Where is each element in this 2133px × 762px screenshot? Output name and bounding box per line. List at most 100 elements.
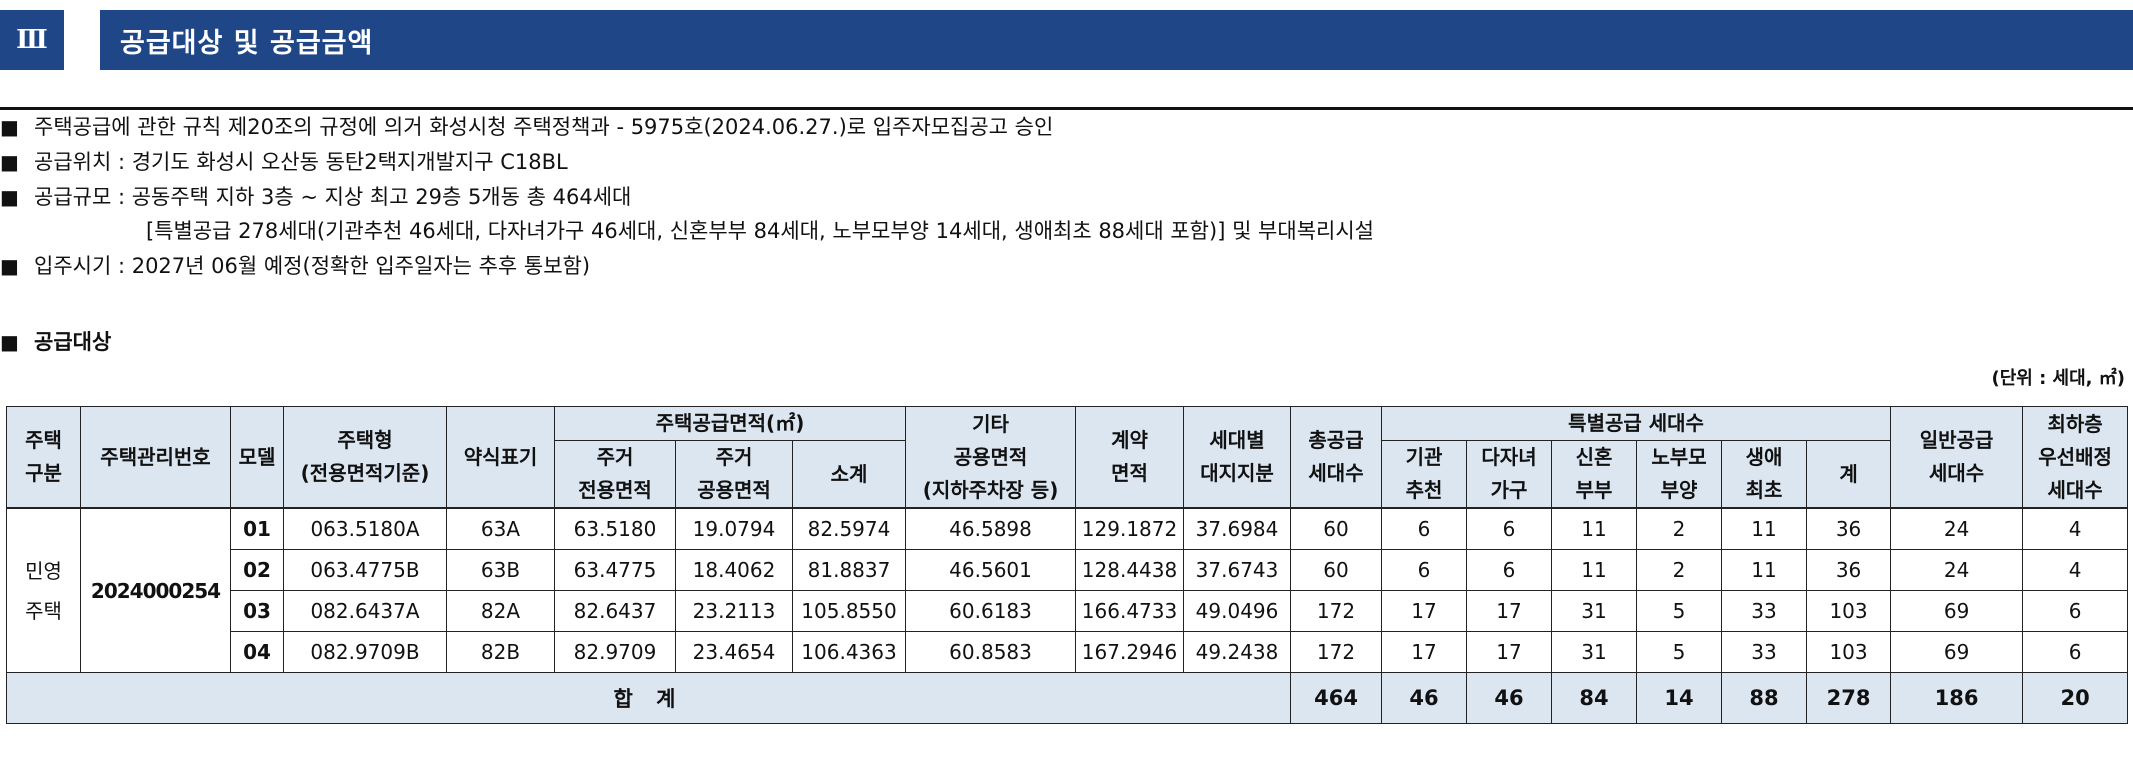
- cell-newly: 31: [1551, 631, 1638, 673]
- cell-abbr: 63A: [446, 507, 555, 550]
- total-elder: 14: [1636, 672, 1723, 724]
- total-inst: 46: [1381, 672, 1468, 724]
- cell-other: 60.6183: [905, 590, 1077, 632]
- col-first-home: 생애 최초: [1721, 440, 1808, 509]
- cell-total: 60: [1290, 549, 1383, 591]
- notice-text: 입주시기 : 2027년 06월 예정(정확한 입주일자는 추후 통보함): [34, 254, 591, 278]
- cell-lowest: 6: [2022, 590, 2129, 632]
- cell-type: 063.5180A: [283, 507, 447, 550]
- col-contract-area: 계약 면적: [1075, 406, 1185, 509]
- cell-land: 37.6984: [1183, 507, 1292, 550]
- col-lowest-floor: 최하층 우선배정 세대수: [2022, 406, 2129, 509]
- cell-lowest: 6: [2022, 631, 2129, 673]
- notice-item: ■ 주택공급에 관한 규칙 제20조의 규정에 의거 화성시청 주택정책과 - 5…: [0, 112, 1053, 142]
- cell-other: 60.8583: [905, 631, 1077, 673]
- col-group-special: 특별공급 세대수: [1381, 406, 1892, 441]
- col-house-type: 주택 구분: [6, 406, 81, 509]
- total-multi: 46: [1466, 672, 1553, 724]
- cell-lowest: 4: [2022, 549, 2129, 591]
- divider: [0, 107, 2133, 110]
- cell-common: 19.0794: [675, 507, 793, 550]
- bullet-icon: ■: [0, 115, 19, 139]
- col-common-area: 주거 공용면적: [675, 440, 793, 509]
- sub-heading: ■ 공급대상: [0, 326, 111, 356]
- cell-first: 33: [1721, 631, 1808, 673]
- cell-model: 01: [230, 507, 284, 550]
- col-multi-child: 다자녀 가구: [1466, 440, 1553, 509]
- notice-text: 주택공급에 관한 규칙 제20조의 규정에 의거 화성시청 주택정책과 - 59…: [34, 115, 1054, 139]
- cell-contract: 166.4733: [1075, 590, 1185, 632]
- table-row: 04 082.9709B 82B 82.9709 23.4654 106.436…: [7, 631, 2129, 673]
- cell-first: 11: [1721, 549, 1808, 591]
- total-supply: 464: [1290, 672, 1383, 724]
- cell-elder: 5: [1636, 631, 1723, 673]
- col-subtotal: 소계: [791, 440, 907, 509]
- cell-model: 02: [230, 549, 284, 591]
- cell-general: 24: [1890, 549, 2024, 591]
- total-sum: 278: [1806, 672, 1892, 724]
- cell-model: 04: [230, 631, 284, 673]
- total-general: 186: [1890, 672, 2024, 724]
- col-abbr: 약식표기: [446, 406, 555, 509]
- cell-inst: 6: [1381, 549, 1468, 591]
- bullet-icon: ■: [0, 150, 19, 174]
- cell-type: 063.4775B: [283, 549, 447, 591]
- supply-table: 주택 구분 주택관리번호 모델 주택형 (전용면적기준) 약식표기 주택공급면적(㎡…: [5, 406, 2129, 724]
- col-elderly-parent: 노부모 부양: [1636, 440, 1723, 509]
- cell-sum: 36: [1806, 507, 1892, 550]
- cell-newly: 11: [1551, 549, 1638, 591]
- cell-sum: 103: [1806, 590, 1892, 632]
- cell-sum: 103: [1806, 631, 1892, 673]
- cell-subtotal: 82.5974: [791, 507, 907, 550]
- cell-multi: 6: [1466, 549, 1553, 591]
- cell-elder: 5: [1636, 590, 1723, 632]
- cell-subtotal: 81.8837: [791, 549, 907, 591]
- cell-excl: 63.5180: [554, 507, 676, 550]
- notice-item: ■ 공급위치 : 경기도 화성시 오산동 동탄2택지개발지구 C18BL: [0, 147, 568, 177]
- cell-land: 37.6743: [1183, 549, 1292, 591]
- total-lowest: 20: [2022, 672, 2129, 724]
- col-special-sum: 계: [1806, 440, 1892, 509]
- section-number: Ⅲ: [0, 10, 64, 70]
- cell-inst: 17: [1381, 590, 1468, 632]
- cell-elder: 2: [1636, 507, 1723, 550]
- sub-heading-text: 공급대상: [34, 330, 112, 354]
- cell-subtotal: 105.8550: [791, 590, 907, 632]
- cell-other: 46.5601: [905, 549, 1077, 591]
- notice-item: ■ 입주시기 : 2027년 06월 예정(정확한 입주일자는 추후 통보함): [0, 251, 590, 281]
- notice-text: 공급위치 : 경기도 화성시 오산동 동탄2택지개발지구 C18BL: [34, 150, 568, 174]
- cell-common: 23.2113: [675, 590, 793, 632]
- total-first: 88: [1721, 672, 1808, 724]
- notice-text: 공급규모 : 공동주택 지하 3층 ~ 지상 최고 29층 5개동 총 464세…: [34, 185, 632, 209]
- cell-model: 03: [230, 590, 284, 632]
- col-newlywed: 신혼 부부: [1551, 440, 1638, 509]
- section-header: Ⅲ 공급대상 및 공급금액: [0, 10, 2133, 70]
- cell-newly: 11: [1551, 507, 1638, 550]
- col-land-share: 세대별 대지지분: [1183, 406, 1292, 509]
- bullet-icon: ■: [0, 330, 19, 354]
- col-total-supply: 총공급 세대수: [1290, 406, 1383, 509]
- cell-first: 33: [1721, 590, 1808, 632]
- house-type-cell: 민영 주택: [6, 507, 81, 673]
- bullet-icon: ■: [0, 185, 19, 209]
- notice-item: ■ 공급규모 : 공동주택 지하 3층 ~ 지상 최고 29층 5개동 총 464…: [0, 182, 631, 212]
- cell-type: 082.9709B: [283, 631, 447, 673]
- cell-land: 49.2438: [1183, 631, 1292, 673]
- cell-common: 23.4654: [675, 631, 793, 673]
- cell-abbr: 63B: [446, 549, 555, 591]
- total-label: 합 계: [5, 672, 1292, 724]
- cell-inst: 6: [1381, 507, 1468, 550]
- table-header: 주택 구분 주택관리번호 모델 주택형 (전용면적기준) 약식표기 주택공급면적(㎡…: [6, 406, 2129, 509]
- cell-subtotal: 106.4363: [791, 631, 907, 673]
- col-group-area: 주택공급면적(㎡): [553, 406, 907, 441]
- table-row: 민영 주택 2024000254 01 063.5180A 63A 63.5180…: [6, 507, 2129, 673]
- cell-elder: 2: [1636, 549, 1723, 591]
- cell-contract: 167.2946: [1075, 631, 1185, 673]
- mgmt-no-cell: 2024000254: [80, 507, 231, 673]
- col-exclusive-area: 주거 전용면적: [554, 440, 676, 509]
- cell-contract: 128.4438: [1075, 549, 1185, 591]
- notice-continuation: [특별공급 278세대(기관추천 46세대, 다자녀가구 46세대, 신혼부부 …: [146, 219, 1374, 243]
- cell-sum: 36: [1806, 549, 1892, 591]
- col-housing-type: 주택형 (전용면적기준): [283, 406, 447, 509]
- cell-lowest: 4: [2022, 507, 2129, 550]
